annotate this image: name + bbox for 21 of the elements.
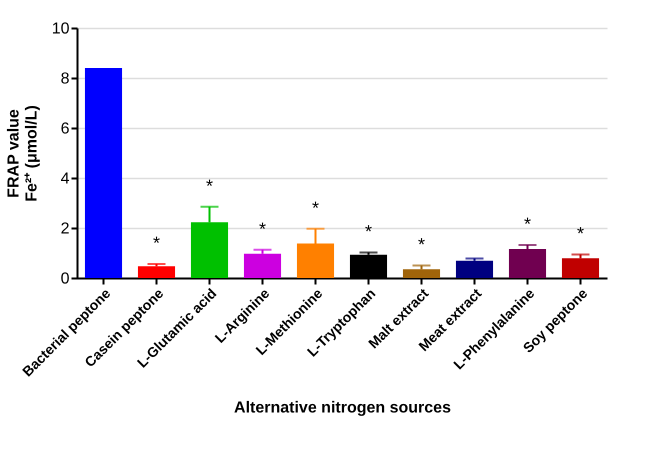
y-tick-label: 6 bbox=[60, 120, 70, 138]
y-tick-label: 0 bbox=[60, 270, 70, 288]
bar bbox=[508, 249, 546, 278]
annotation: * bbox=[258, 218, 266, 239]
annotation: * bbox=[312, 198, 320, 218]
y-axis-title: FRAP value Fe²⁺ (μmol/L) bbox=[6, 105, 41, 202]
annotation: * bbox=[152, 233, 160, 253]
y-tick-label: 2 bbox=[60, 220, 70, 238]
bar bbox=[84, 68, 122, 278]
annotation: * bbox=[206, 176, 214, 196]
bar bbox=[244, 254, 282, 278]
y-tick-label: 10 bbox=[52, 20, 70, 38]
annotation: * bbox=[524, 214, 532, 234]
annotation: * bbox=[418, 234, 426, 254]
bar bbox=[562, 258, 600, 278]
bar bbox=[402, 269, 440, 278]
annotation: * bbox=[576, 224, 584, 244]
y-tick-label: 8 bbox=[60, 70, 70, 88]
annotation: * bbox=[364, 222, 372, 242]
y-tick-label: 4 bbox=[60, 170, 70, 188]
x-axis-title: Alternative nitrogen sources bbox=[234, 399, 452, 416]
